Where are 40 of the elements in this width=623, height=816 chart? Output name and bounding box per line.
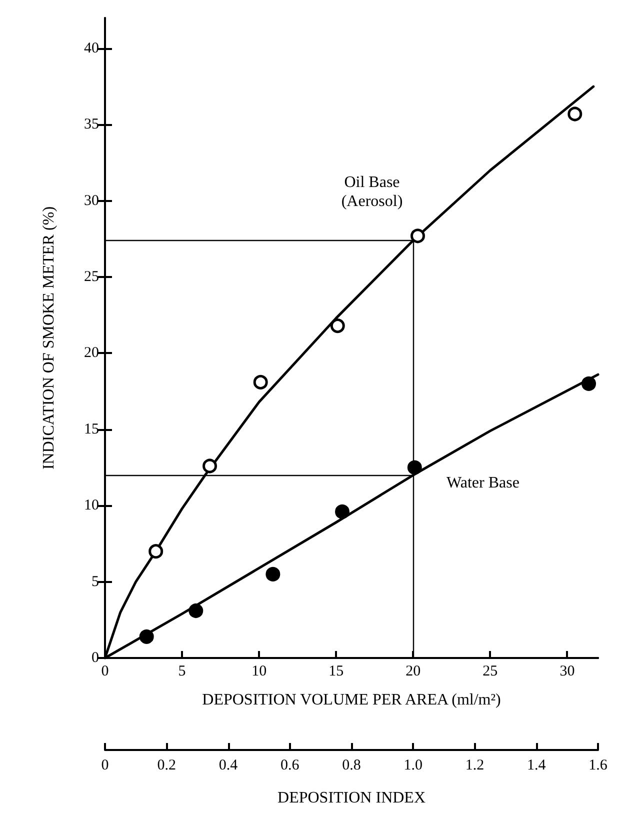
annotation: Water Base <box>446 474 520 492</box>
x2-tick-label: 0.2 <box>157 758 176 774</box>
y-tick-label: 40 <box>84 40 99 56</box>
point <box>148 544 164 559</box>
x2-tick-label: 0.6 <box>280 758 300 774</box>
y-tick-label: 25 <box>84 269 99 286</box>
point <box>582 376 596 391</box>
y-tick-label: 20 <box>84 345 99 362</box>
point <box>266 566 280 582</box>
y-tick-label: 5 <box>92 574 99 590</box>
point <box>202 458 218 474</box>
point <box>139 629 154 644</box>
x-tick-label: 30 <box>560 664 575 680</box>
point <box>330 318 345 334</box>
x2-tick-label: 1.6 <box>588 758 608 774</box>
x-axis-title: DEPOSITION VOLUME PER AREA (ml/m²) <box>202 692 501 708</box>
point <box>188 604 204 618</box>
x-tick-label: 25 <box>482 664 498 680</box>
y-axis-title: INDICATION OF SMOKE METER (%) <box>40 206 58 470</box>
point <box>410 228 425 244</box>
x2-tick-label: 1.0 <box>404 758 422 774</box>
point <box>407 460 422 475</box>
annotation: Oil Base (Aerosol) <box>341 174 403 210</box>
point <box>335 504 350 519</box>
y-tick-label: 35 <box>84 116 99 133</box>
y-tick-label: 15 <box>84 421 99 438</box>
x2-tick-label: 1.2 <box>465 758 484 774</box>
y-tick-label: 0 <box>92 650 99 666</box>
x2-tick-label: 0.8 <box>342 758 361 774</box>
x-tick-label: 15 <box>328 664 344 680</box>
y-tick-label: 30 <box>84 192 99 209</box>
x-tick-label: 5 <box>178 664 186 680</box>
point <box>253 374 268 390</box>
y-tick-label: 10 <box>84 498 99 514</box>
x2-axis-title: DEPOSITION INDEX <box>278 790 426 806</box>
point <box>568 106 582 122</box>
x2-tick-label: 1.4 <box>527 758 546 774</box>
x-tick-label: 10 <box>252 664 267 680</box>
x2-tick-label: 0.4 <box>218 758 238 774</box>
x-tick-label: 20 <box>406 664 421 680</box>
